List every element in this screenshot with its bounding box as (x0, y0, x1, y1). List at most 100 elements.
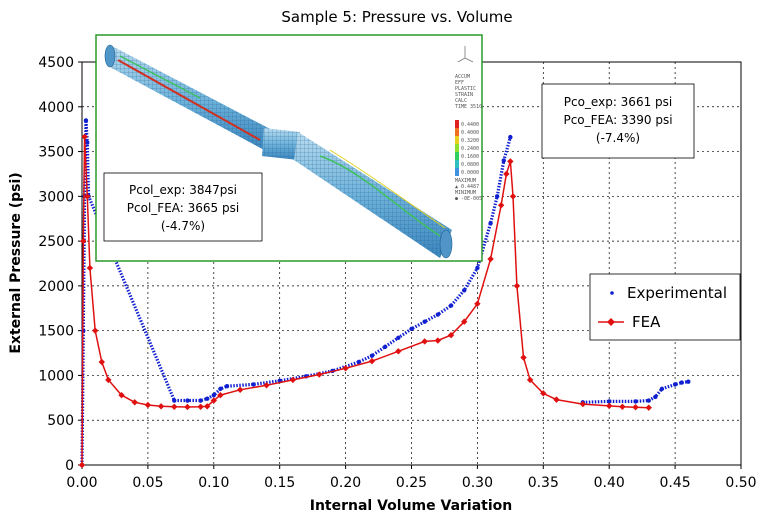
fea-point (80, 237, 87, 245)
legend-marker-fea (607, 318, 615, 326)
fea-point (210, 397, 217, 404)
experimental-point (435, 312, 441, 317)
inset-scale-swatch (455, 152, 459, 160)
fea-point (509, 193, 517, 200)
inset-scale-swatch (455, 128, 459, 136)
fea-point (86, 264, 94, 272)
inset-extra-label: ● -0E-005 (455, 196, 482, 202)
experimental-point (409, 326, 414, 332)
experimental-point (211, 392, 216, 398)
legend-label-fea: FEA (632, 313, 661, 331)
y-tick-label: 4000 (38, 100, 74, 116)
experimental-point (448, 303, 454, 308)
y-axis-ticks: 0 500 1000 1500 2000 2500 3000 3500 4000 4500 (38, 55, 82, 474)
legend: Experimental FEA (589, 273, 741, 341)
x-tick-label: 0.00 (66, 475, 97, 491)
fea-point (461, 318, 468, 325)
fea-point (184, 403, 191, 411)
experimental-point (369, 353, 375, 358)
fea-point (447, 331, 455, 339)
inset-scale-value: 0.4400 (461, 122, 479, 128)
experimental-point (488, 221, 493, 226)
experimental-point (422, 319, 427, 324)
x-tick-label: 0.30 (462, 475, 493, 491)
x-tick-label: 0.10 (198, 475, 229, 491)
inset-label: STRAIN (455, 92, 473, 98)
fea-point (487, 255, 494, 263)
fea-point (553, 396, 560, 403)
experimental-point (224, 383, 230, 389)
y-tick-label: 3500 (38, 145, 74, 161)
inset-scale-value: 0.1600 (461, 154, 479, 160)
experimental-point (633, 399, 638, 404)
axis-triad-icon (457, 46, 474, 63)
chart-title: Sample 5: Pressure vs. Volume (281, 8, 512, 26)
experimental-point (653, 394, 658, 400)
fea-point (368, 357, 376, 365)
fea-point (503, 170, 510, 178)
inset-scale-value: 0.4000 (461, 130, 479, 136)
series-trace-experimental-1 (582, 380, 689, 404)
experimental-point (396, 335, 401, 341)
inset-extra-label: ▲ 0.4487 (455, 184, 479, 190)
x-tick-label: 0.35 (528, 475, 559, 491)
fea-point (520, 354, 527, 361)
inset-label: CALC (455, 98, 467, 104)
inset-scale-swatch (455, 136, 459, 144)
experimental-point (646, 398, 651, 403)
inset-scale-value: 0.0000 (461, 170, 479, 176)
fea-point (171, 403, 178, 410)
fea-point (204, 403, 211, 410)
annotation-co-line-3: (-7.4%) (596, 131, 640, 145)
annotation-co: Pco_exp: 3661 psi Pco_FEA: 3390 psi (-7.… (541, 83, 695, 159)
fea-point (497, 202, 505, 209)
experimental-point (672, 382, 678, 387)
fea-point (632, 404, 639, 411)
legend-marker-experimental (610, 291, 614, 295)
inset-label: EFF (455, 80, 464, 86)
fea-point (78, 461, 86, 469)
tube-model (104, 44, 453, 259)
experimental-point (218, 386, 223, 392)
experimental-point (462, 288, 467, 293)
fea-point (263, 382, 270, 389)
x-axis-title: Internal Volume Variation (310, 498, 513, 514)
experimental-point (659, 386, 665, 392)
fea-point (579, 400, 587, 408)
experimental-point (508, 134, 513, 140)
inset-scale-value: 0.2400 (461, 146, 479, 152)
fea-point (316, 371, 323, 378)
fea-point (105, 376, 112, 384)
x-tick-label: 0.50 (725, 475, 756, 491)
experimental-point (198, 398, 203, 403)
inset-scale-swatch (455, 120, 459, 128)
y-tick-label: 2500 (38, 234, 74, 250)
legend-label-experimental: Experimental (627, 284, 727, 302)
inset-scale-swatch (455, 160, 459, 168)
inset-scale-value: 0.0800 (461, 162, 479, 168)
fea-point (236, 386, 244, 393)
y-tick-label: 2000 (38, 279, 74, 295)
legend-item-fea: FEA (598, 313, 661, 331)
fea-point (474, 300, 481, 307)
experimental-point (501, 158, 506, 163)
fea-point (131, 399, 138, 406)
experimental-point (185, 398, 190, 403)
fea-point (84, 193, 91, 200)
fea-point (157, 403, 165, 410)
fea-point (342, 365, 349, 372)
fea-point (91, 327, 99, 334)
fea-point (395, 348, 402, 355)
annotation-col-line-1: Pcol_exp: 3847psi (129, 183, 237, 197)
fea-point (606, 402, 613, 410)
y-tick-label: 500 (47, 413, 74, 429)
experimental-point (475, 265, 480, 271)
inset-scale-swatch (455, 168, 459, 176)
fea-point (434, 337, 442, 344)
y-tick-label: 0 (65, 458, 74, 474)
inset-scale-value: 0.3200 (461, 138, 479, 144)
experimental-point (607, 399, 612, 404)
